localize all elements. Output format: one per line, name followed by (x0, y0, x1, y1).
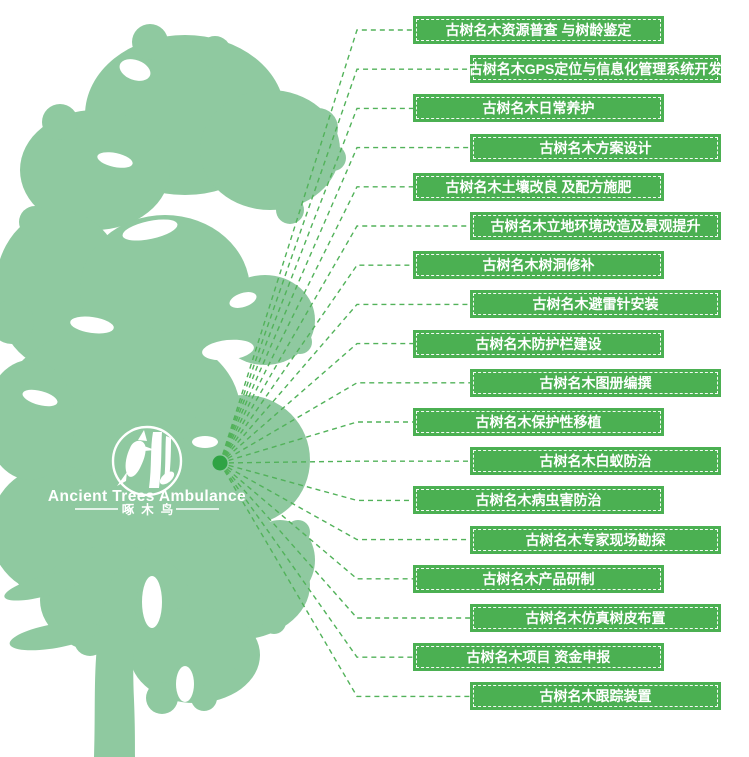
connector-line (219, 382, 470, 464)
connector-line (219, 342, 413, 464)
connector-line (219, 421, 413, 464)
connector-line (219, 462, 413, 502)
connector-line (219, 146, 470, 464)
connector-line (219, 107, 413, 464)
logo: Ancient Trees Ambulance 啄木鸟 (48, 425, 246, 517)
canopy-holes (22, 59, 257, 702)
connector-line (219, 303, 470, 464)
logo-circle (111, 425, 183, 497)
tree-illustration (0, 24, 346, 757)
woodpecker-icon (117, 430, 175, 488)
logo-subtitle: 啄木鸟 (122, 502, 181, 517)
connector-line (219, 225, 470, 464)
connector-line (219, 462, 413, 658)
tree-trunk (94, 568, 140, 757)
connector-lines (219, 29, 470, 698)
tree-canopy (0, 24, 346, 714)
connector-line (219, 462, 413, 580)
hub-dot (212, 455, 228, 471)
connector-line (219, 462, 470, 541)
connector-line (219, 460, 470, 464)
connector-line (219, 68, 470, 464)
connector-line (219, 186, 413, 464)
logo-title: Ancient Trees Ambulance (48, 488, 246, 505)
connector-line (219, 462, 470, 619)
connector-line (219, 462, 470, 698)
connector-line (219, 29, 413, 464)
